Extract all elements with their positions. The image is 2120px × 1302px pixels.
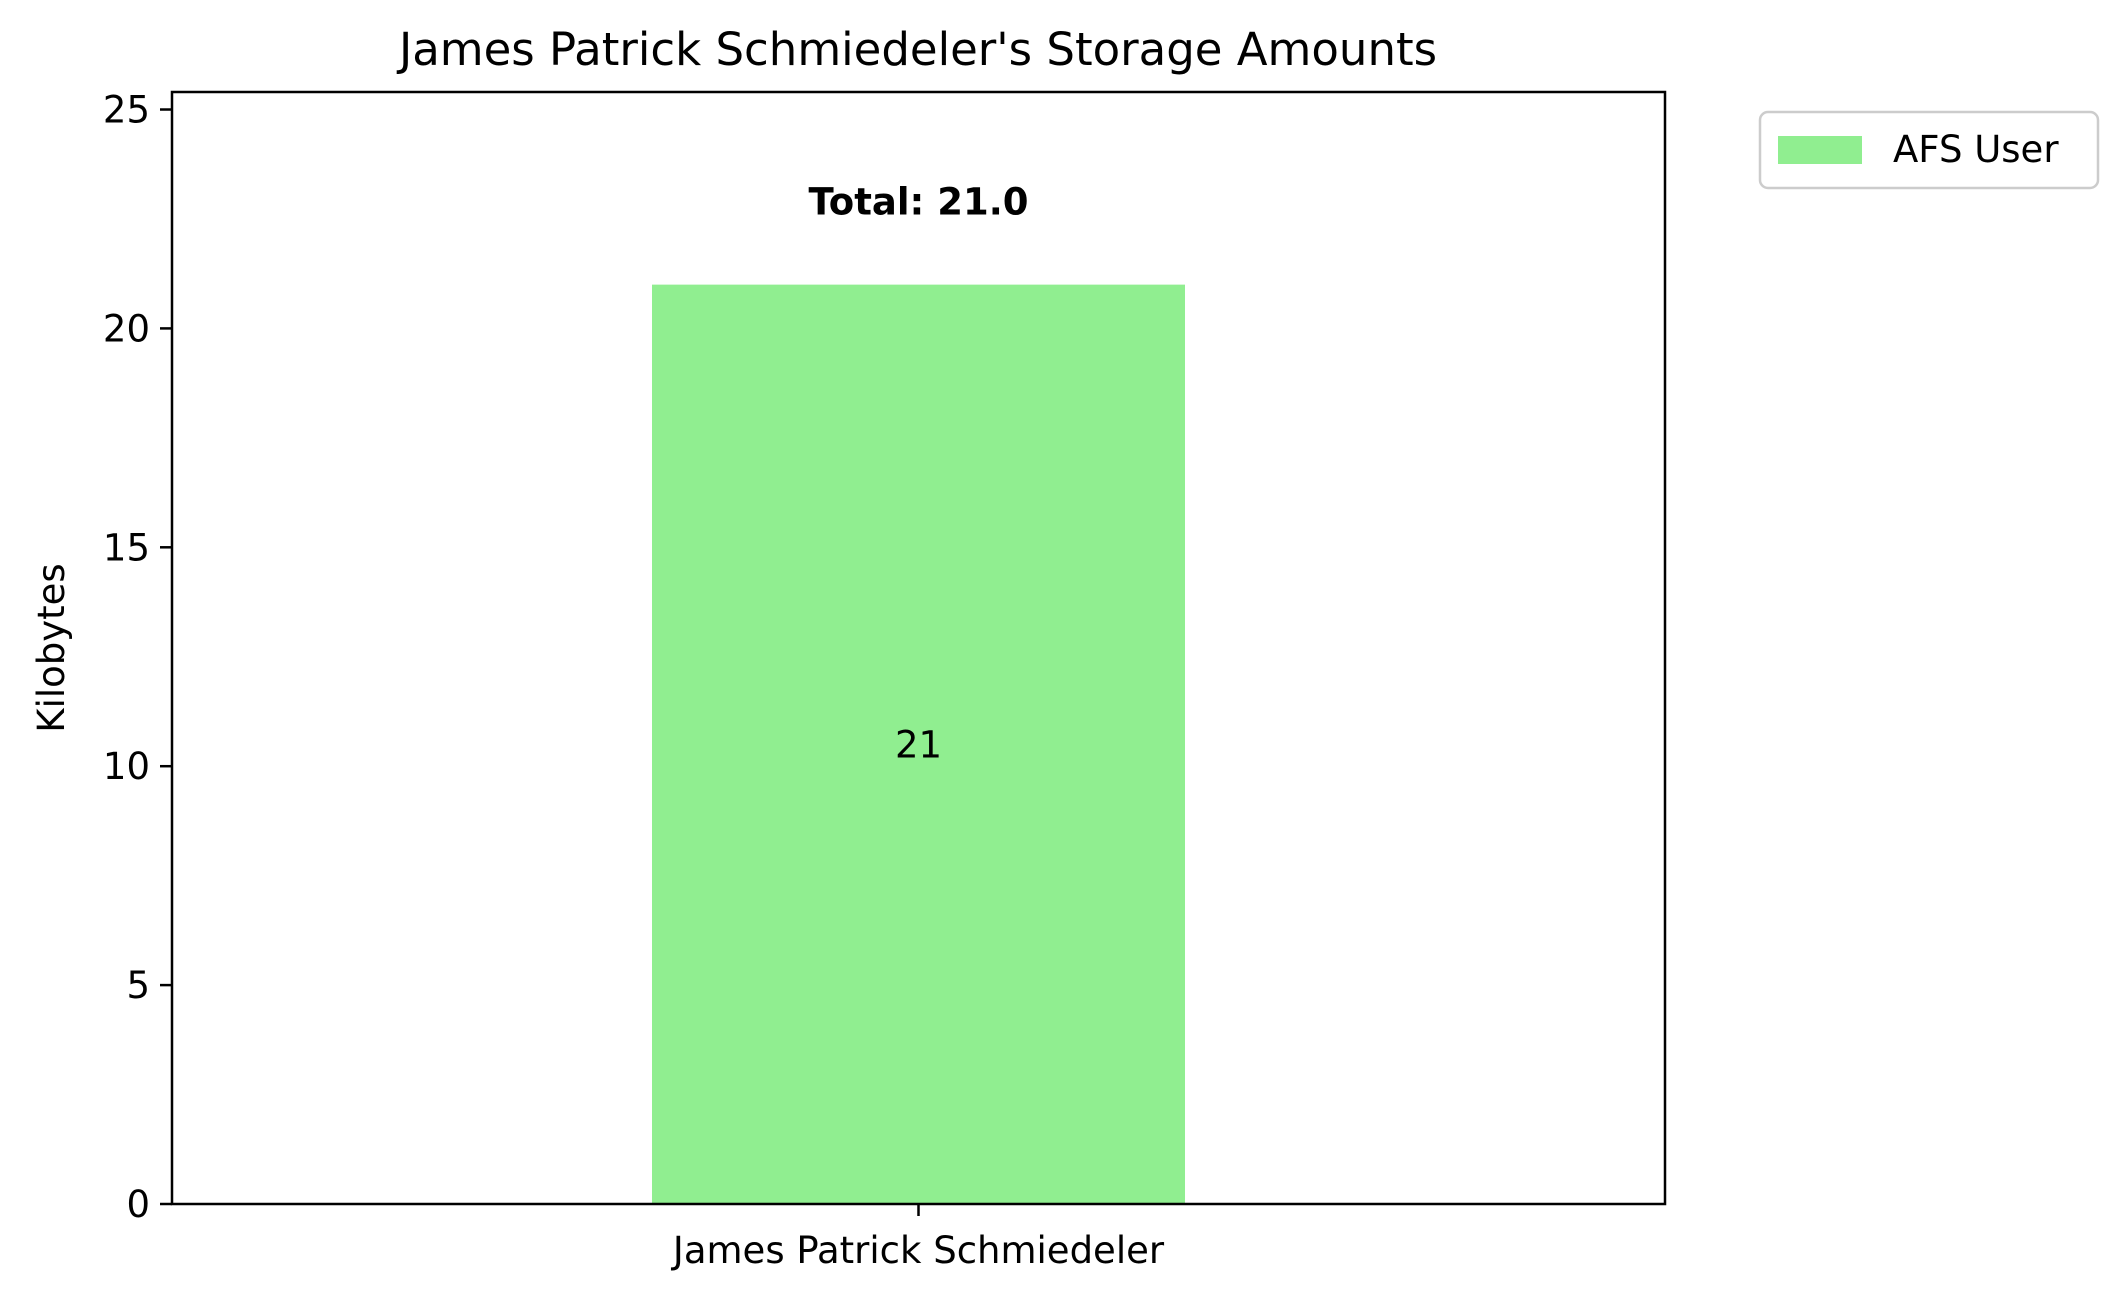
y-tick-label: 15 bbox=[103, 526, 150, 569]
y-tick-label: 5 bbox=[126, 964, 150, 1007]
bar-afs-user bbox=[651, 284, 1186, 1205]
y-axis-label: Kilobytes bbox=[30, 563, 73, 732]
y-tick-label: 10 bbox=[103, 745, 150, 788]
legend-frame bbox=[1758, 110, 2100, 190]
chart-title: James Patrick Schmiedeler's Storage Amou… bbox=[396, 23, 1437, 76]
x-tick-label: James Patrick Schmiedeler bbox=[671, 1229, 1165, 1272]
bar-value-label: 21 bbox=[895, 723, 942, 766]
y-axis: 0 5 10 15 20 25 bbox=[103, 89, 172, 1226]
y-tick-label: 20 bbox=[103, 307, 150, 350]
legend-label-afs-user: AFS User bbox=[1893, 128, 2059, 171]
legend-swatch-afs-user bbox=[1778, 136, 1862, 164]
legend: AFS User bbox=[1758, 110, 2100, 190]
x-axis: James Patrick Schmiedeler bbox=[671, 1204, 1165, 1272]
y-tick-label: 0 bbox=[126, 1183, 150, 1226]
plot-area: 21 Total: 21.0 bbox=[651, 181, 1186, 1205]
y-tick-label: 25 bbox=[103, 89, 150, 132]
bar-total-label: Total: 21.0 bbox=[808, 181, 1028, 224]
